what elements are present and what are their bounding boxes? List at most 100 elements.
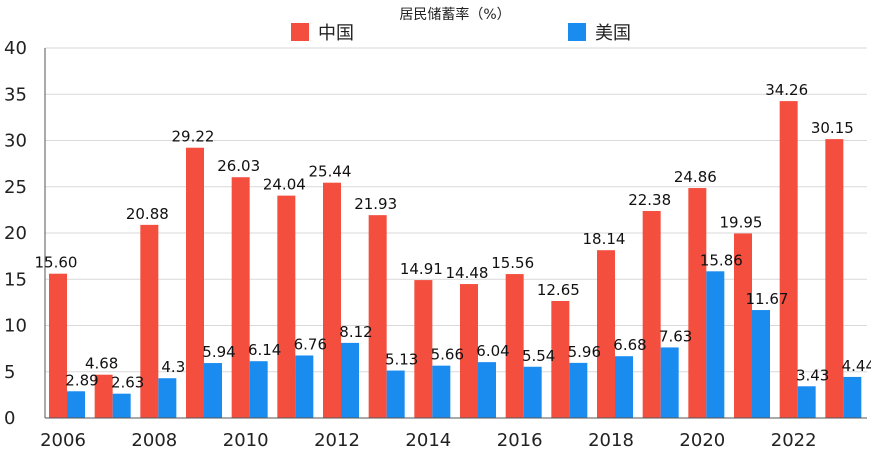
data-label-series-2: 15.86 <box>700 251 743 269</box>
data-label-series-2: 6.76 <box>294 335 327 353</box>
grid-lines <box>45 47 867 373</box>
bar-series-2 <box>67 391 85 418</box>
data-label-series-2: 4.44 <box>842 357 871 375</box>
bar-series-1 <box>642 210 661 418</box>
axes <box>44 48 867 419</box>
bar-series-2 <box>706 271 725 418</box>
legend-swatch-series-2 <box>568 23 586 41</box>
data-label-series-2: 6.68 <box>613 336 646 354</box>
bar-series-1 <box>368 215 387 418</box>
data-label-series-2: 2.63 <box>111 374 144 392</box>
chart-title: 居民储蓄率（%） <box>399 6 510 23</box>
bars <box>49 101 862 419</box>
bar-series-2 <box>295 355 314 418</box>
bar-series-1 <box>94 374 113 418</box>
bar-series-1 <box>186 147 204 418</box>
y-tick-label: 10 <box>4 316 27 337</box>
bar-series-1 <box>277 195 296 418</box>
x-tick-label: 2006 <box>40 430 86 451</box>
bar-series-1 <box>49 273 67 418</box>
data-label-series-2: 5.96 <box>568 343 601 361</box>
data-label-series-1: 24.86 <box>674 168 717 186</box>
legend-label-series-1: 中国 <box>318 23 354 44</box>
x-tick-label: 2018 <box>588 430 634 451</box>
data-label-series-1: 29.22 <box>172 128 215 146</box>
bar-series-1 <box>825 139 844 419</box>
data-labels: 15.60 2.894.682.63 20.88 4.3 29.22 5.94 26.03 6… <box>35 81 871 392</box>
bar-series-2 <box>386 370 405 418</box>
y-tick-label: 30 <box>4 131 27 152</box>
data-label-series-1: 34.26 <box>765 81 808 99</box>
data-label-series-2: 6.14 <box>248 341 281 359</box>
data-label-series-2: 5.66 <box>431 346 464 364</box>
bar-series-2 <box>843 376 862 418</box>
y-tick-label: 0 <box>4 408 15 429</box>
bar-series-1 <box>597 250 615 418</box>
data-label-series-1: 12.65 <box>537 281 580 299</box>
bar-series-1 <box>505 274 524 418</box>
bar-series-1 <box>231 177 250 418</box>
data-label-series-1: 22.38 <box>628 191 671 209</box>
bar-series-2 <box>615 356 633 418</box>
legend: 居民储蓄率（%） 中国 美国 <box>291 6 631 44</box>
bar-series-2 <box>158 378 177 418</box>
x-tick-label: 2012 <box>314 430 360 451</box>
y-tick-label: 35 <box>4 84 27 105</box>
data-label-series-1: 30.15 <box>811 119 854 137</box>
legend-label-series-2: 美国 <box>595 23 631 44</box>
data-label-series-2: 5.54 <box>522 347 555 365</box>
bar-series-2 <box>752 310 770 418</box>
data-label-series-2: 2.89 <box>65 371 98 389</box>
x-tick-label: 2014 <box>405 430 451 451</box>
data-label-series-2: 7.63 <box>659 327 692 345</box>
data-label-series-2: 11.67 <box>746 290 789 308</box>
bar-series-2 <box>523 366 542 418</box>
y-tick-label: 25 <box>4 177 27 198</box>
x-tick-label: 2008 <box>131 430 177 451</box>
bar-series-1 <box>688 188 707 418</box>
bar-series-1 <box>734 233 752 418</box>
x-tick-labels: 2006 2008 2010 2012 2014 2016 2018 2020 2022 <box>40 430 816 451</box>
data-label-series-2: 5.94 <box>202 343 235 361</box>
y-tick-labels: 0 5 10 15 20 25 30 35 40 <box>4 38 27 429</box>
y-tick-label: 40 <box>4 38 27 59</box>
data-label-series-1: 4.68 <box>85 355 118 373</box>
legend-swatch-series-1 <box>291 23 309 41</box>
bar-series-2 <box>432 365 451 418</box>
data-label-series-2: 4.3 <box>161 358 185 376</box>
x-tick-label: 2020 <box>679 430 725 451</box>
bar-series-2 <box>660 347 679 418</box>
y-tick-label: 15 <box>4 269 27 290</box>
data-label-series-2: 6.04 <box>476 342 509 360</box>
y-tick-label: 20 <box>4 223 27 244</box>
bar-series-2 <box>249 361 268 418</box>
data-label-series-1: 14.91 <box>400 260 443 278</box>
data-label-series-1: 21.93 <box>354 195 397 213</box>
bar-series-1 <box>140 224 159 418</box>
data-label-series-2: 5.13 <box>385 351 418 369</box>
bar-series-1 <box>460 284 478 418</box>
data-label-series-2: 8.12 <box>339 323 372 341</box>
bar-series-1 <box>323 182 341 418</box>
bar-series-1 <box>551 300 570 418</box>
bar-series-2 <box>112 393 131 418</box>
data-label-series-1: 15.56 <box>491 254 534 272</box>
y-tick-label: 5 <box>4 362 15 383</box>
data-label-series-1: 20.88 <box>126 205 169 223</box>
bar-series-2 <box>341 342 359 418</box>
x-tick-label: 2022 <box>771 430 817 451</box>
bar-series-2 <box>204 363 222 418</box>
data-label-series-1: 14.48 <box>446 264 489 282</box>
x-tick-label: 2016 <box>497 430 543 451</box>
bar-series-2 <box>797 386 816 418</box>
data-label-series-2: 3.43 <box>796 366 829 384</box>
data-label-series-1: 24.04 <box>263 176 306 194</box>
bar-series-1 <box>414 280 433 418</box>
data-label-series-1: 15.60 <box>35 254 78 272</box>
data-label-series-1: 18.14 <box>583 230 626 248</box>
bar-series-1 <box>779 101 798 418</box>
x-tick-label: 2010 <box>223 430 269 451</box>
data-label-series-1: 19.95 <box>720 213 763 231</box>
